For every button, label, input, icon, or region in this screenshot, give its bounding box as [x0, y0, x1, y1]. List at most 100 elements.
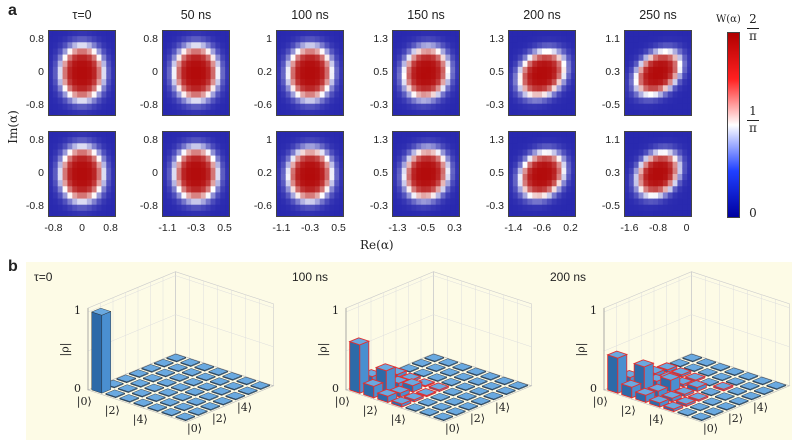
density-bar [401, 378, 424, 393]
heat-cell [653, 97, 659, 105]
heat-cell [82, 54, 88, 62]
heat-cell [329, 103, 335, 111]
heat-cell [633, 155, 640, 163]
density-bar [766, 381, 787, 390]
heat-cell [426, 180, 432, 187]
heat-cell [305, 97, 311, 105]
heat-cell [171, 137, 178, 144]
heat-cell [91, 204, 98, 212]
heat-cell [682, 210, 688, 217]
heat-cell [72, 137, 78, 144]
heat-cell [48, 36, 54, 43]
heat-cell [52, 143, 59, 150]
density-bar [700, 387, 721, 397]
heat-cell [508, 103, 514, 111]
heat-cell [653, 42, 659, 49]
heat-cell [628, 198, 635, 206]
heat-cell [406, 137, 412, 144]
heat-cell [658, 180, 664, 187]
heat-cell [86, 36, 93, 43]
heat-cell [72, 73, 78, 80]
heat-cell [551, 192, 558, 200]
heat-cell [658, 210, 664, 217]
heat-cell [215, 198, 221, 206]
heat-cell [111, 85, 116, 92]
heat-cell [52, 149, 59, 157]
heat-cell [57, 131, 64, 138]
heat-cell [215, 161, 221, 169]
heat-cell [517, 85, 524, 92]
heat-cell [200, 36, 207, 43]
heat-cell [334, 192, 340, 200]
heat-cell [624, 180, 630, 187]
y-tick-label: -0.3 [369, 199, 388, 212]
heat-cell [677, 103, 683, 111]
heat-cell [162, 103, 168, 111]
heat-cell [672, 143, 678, 150]
heat-cell [319, 137, 326, 144]
density-bar [458, 402, 479, 411]
heat-cell [215, 155, 221, 163]
heat-cell [57, 103, 64, 111]
heat-cell [196, 155, 202, 163]
heat-cell [512, 143, 519, 150]
heat-cell [633, 66, 640, 74]
heat-cell [517, 161, 524, 169]
heat-cell [662, 42, 669, 49]
heat-cell [280, 137, 287, 144]
heat-cell [220, 161, 226, 169]
heat-cell [280, 91, 287, 99]
heat-cell [176, 36, 182, 43]
heat-cell [624, 198, 630, 206]
heat-cell [86, 180, 93, 187]
heat-cell [111, 186, 116, 193]
heat-cell [396, 60, 403, 68]
heat-cell [571, 109, 576, 116]
heat-cell [101, 54, 107, 62]
heat-cell [455, 131, 460, 138]
heat-cell [300, 48, 306, 56]
heat-cell [196, 73, 202, 80]
heat-cell [225, 161, 230, 169]
heat-cell [643, 131, 649, 138]
heat-cell [67, 155, 73, 163]
heat-cell [687, 54, 692, 62]
heat-cell [566, 198, 572, 206]
heat-cell [435, 137, 442, 144]
heat-cell [339, 73, 344, 80]
density-bar [687, 392, 710, 402]
heat-cell [440, 167, 446, 175]
heat-cell [426, 30, 432, 37]
heat-cell [687, 204, 692, 212]
heat-cell [517, 109, 524, 116]
heat-cell [57, 161, 64, 169]
heat-cell [667, 42, 674, 49]
heat-cell [411, 155, 417, 163]
heat-cell [215, 174, 221, 181]
heat-cell [430, 60, 437, 68]
heat-cell [401, 161, 408, 169]
heat-cell [300, 103, 306, 111]
heat-cell [687, 60, 692, 68]
heat-cell [624, 42, 630, 49]
heat-cell [556, 66, 562, 74]
heat-cell [512, 54, 519, 62]
heat-cell [77, 210, 83, 217]
heat-cell [517, 198, 524, 206]
x-tick-label: 0 [683, 222, 690, 234]
heat-cell [196, 36, 202, 43]
heat-cell [290, 97, 296, 105]
density-bar [433, 412, 454, 422]
heat-cell [57, 42, 64, 49]
heat-cell [295, 192, 301, 200]
heat-cell [162, 48, 168, 56]
heat-cell [566, 167, 572, 175]
heat-cell [77, 198, 83, 206]
heat-cell [334, 60, 340, 68]
heat-cell [62, 42, 68, 49]
heat-cell [537, 54, 543, 62]
heat-cell [392, 204, 398, 212]
heat-cell [334, 210, 340, 217]
heat-cell [319, 143, 326, 150]
heat-cell [421, 192, 427, 200]
